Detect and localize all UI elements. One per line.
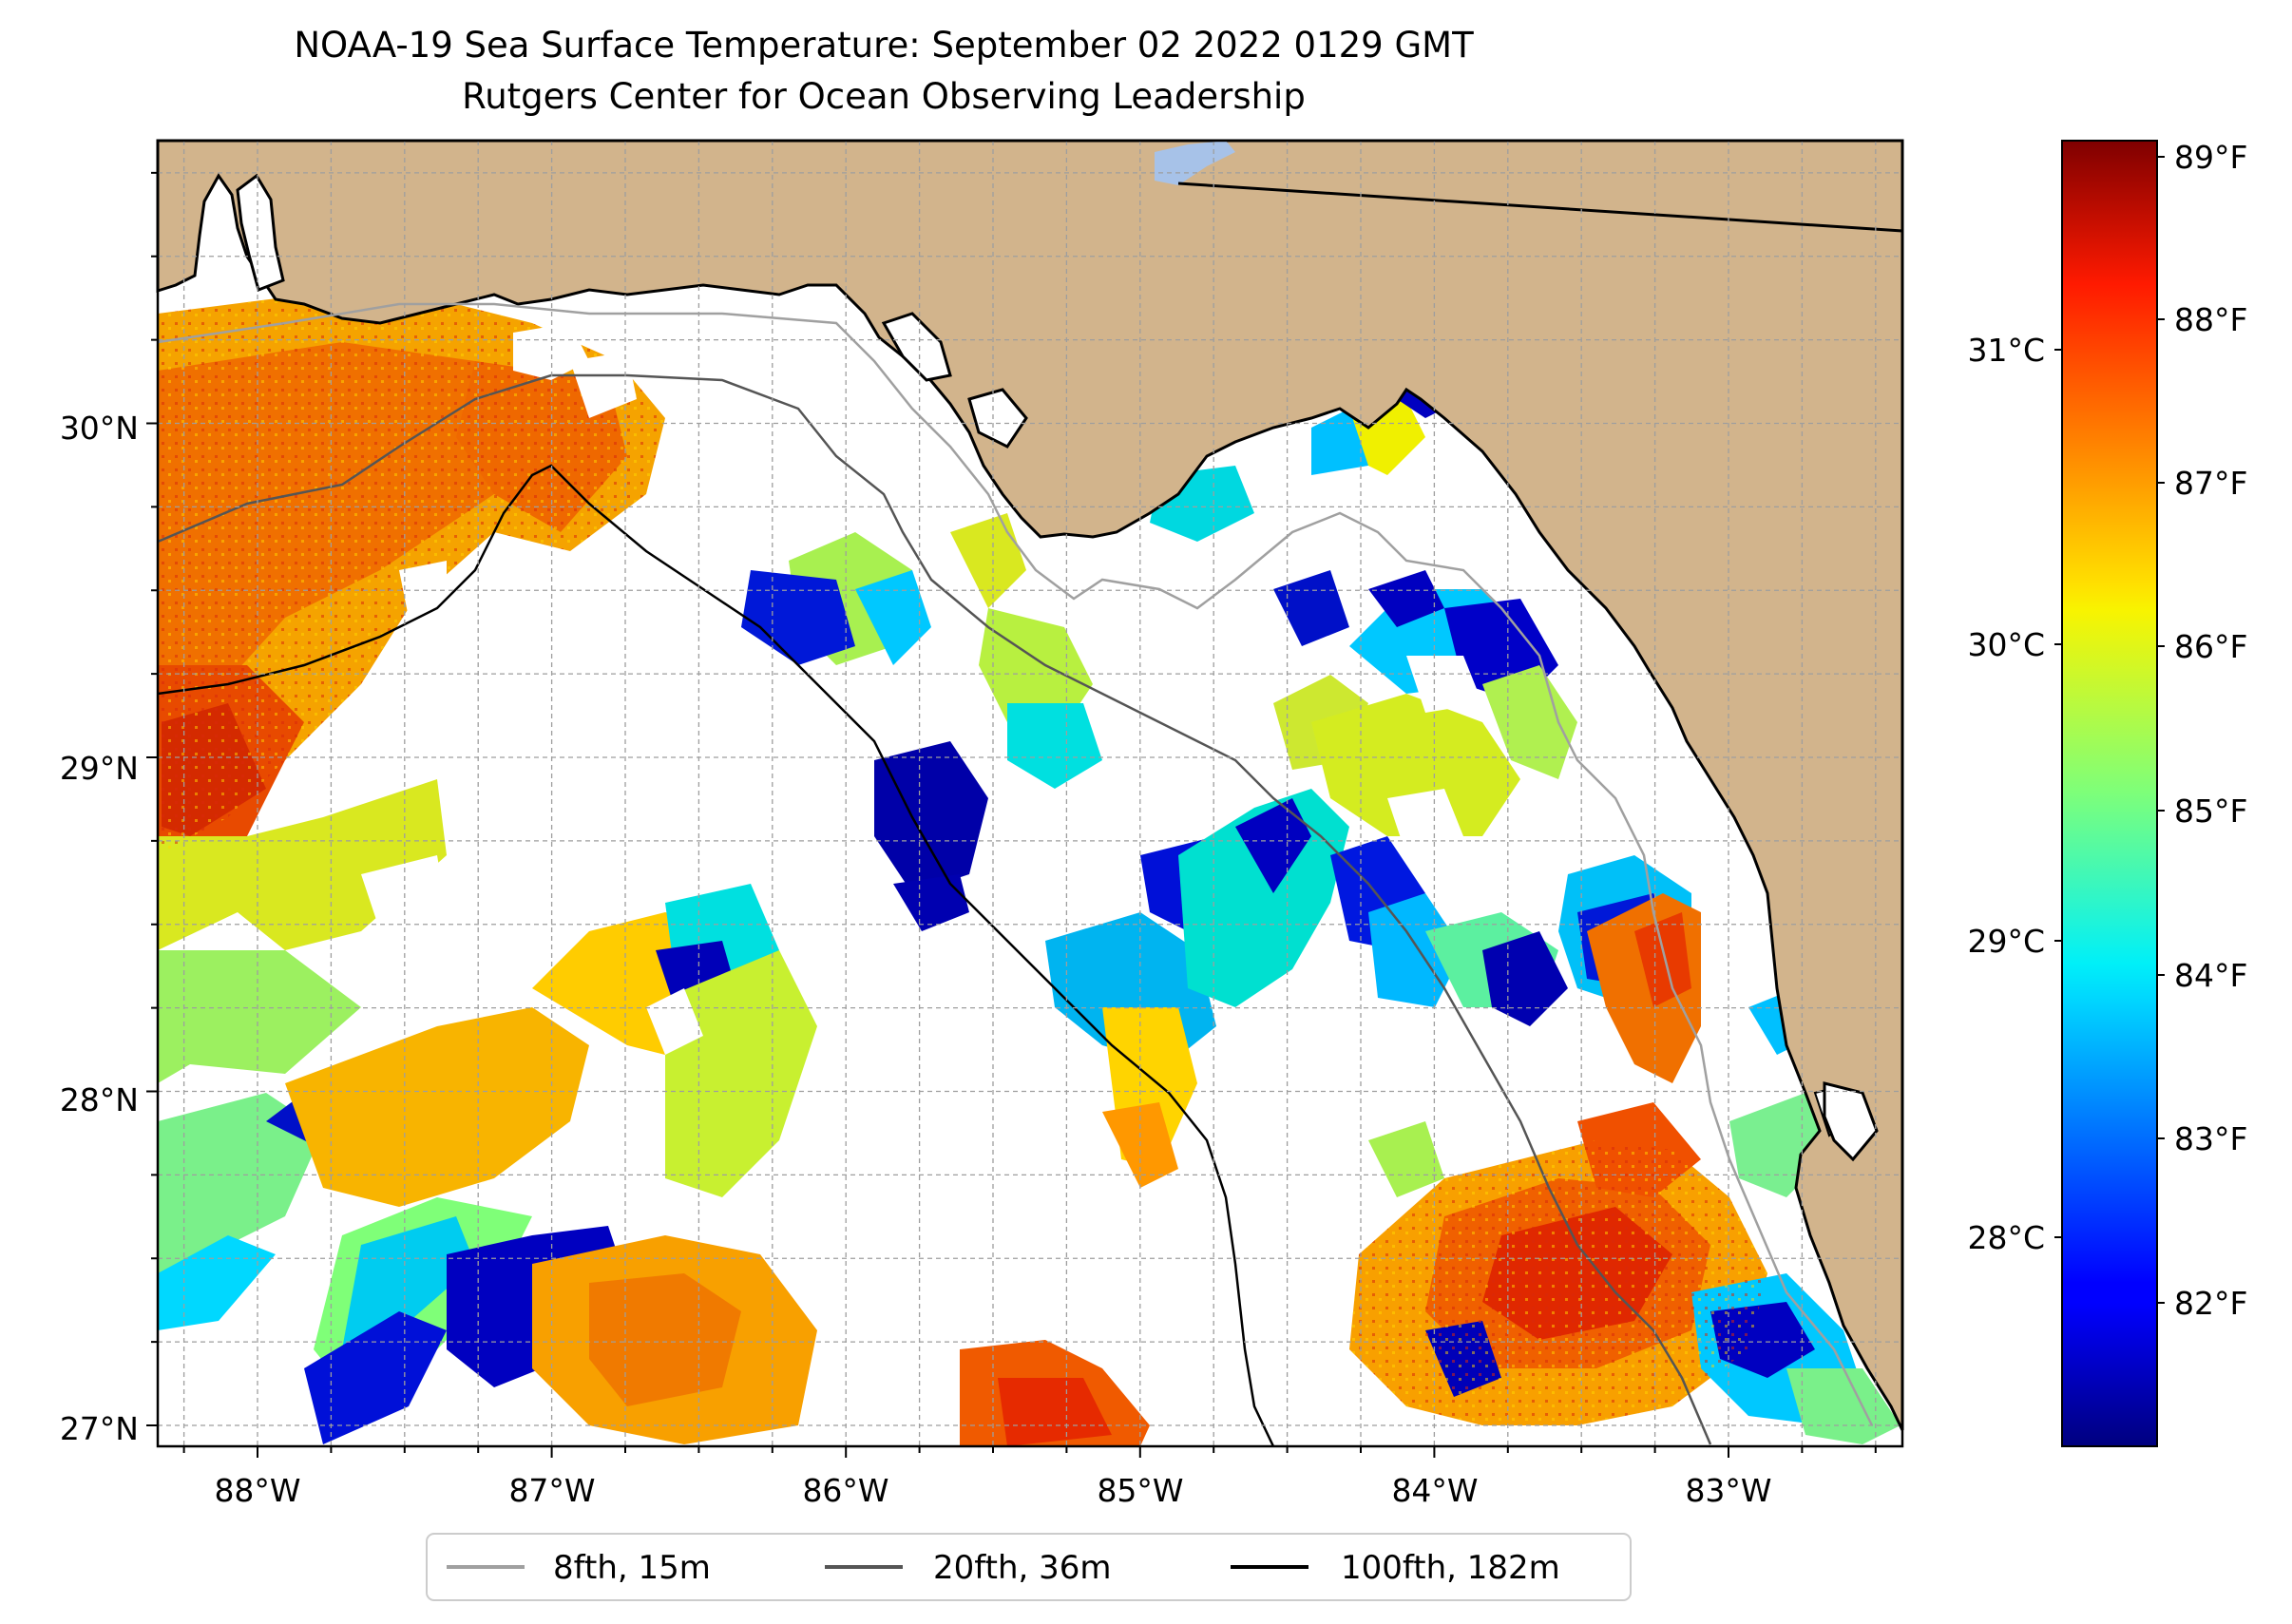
legend-label: 20fth, 36m <box>933 1549 1112 1587</box>
gridlines <box>158 141 1902 1446</box>
lon-label: 86°W <box>802 1472 888 1509</box>
isobath-20fth <box>158 373 1712 1445</box>
lake <box>1155 141 1235 185</box>
lat-label: 28°N <box>60 1081 139 1118</box>
map-frame <box>156 139 1904 1448</box>
colorbar: 31°C 30°C 29°C 28°C 89°F 88°F 87°F 86°F … <box>1967 139 2247 1447</box>
lon-label: 88°W <box>214 1472 300 1509</box>
fahrenheit-label: 84°F <box>2174 957 2247 994</box>
legend-label: 8fth, 15m <box>553 1549 711 1587</box>
isobath-100fth <box>158 464 1275 1446</box>
celsius-label: 31°C <box>1967 332 2045 369</box>
title-line-1: NOAA-19 Sea Surface Temperature: Septemb… <box>294 25 1474 66</box>
lat-label: 30°N <box>60 410 139 447</box>
celsius-label: 30°C <box>1967 626 2045 663</box>
title-line-2: Rutgers Center for Ocean Observing Leade… <box>462 76 1306 117</box>
celsius-label: 29°C <box>1967 923 2045 960</box>
fahrenheit-label: 85°F <box>2174 793 2247 830</box>
fahrenheit-label: 88°F <box>2174 301 2247 338</box>
fahrenheit-label: 89°F <box>2174 139 2247 176</box>
latitude-labels: 30°N 29°N 28°N 27°N <box>60 410 139 1447</box>
state-border <box>1177 182 1903 233</box>
lon-label: 85°W <box>1097 1472 1183 1509</box>
lat-label: 27°N <box>60 1410 139 1447</box>
lon-label: 87°W <box>508 1472 595 1509</box>
isobath-8fth <box>158 302 1874 1426</box>
axis-ticks <box>146 171 1877 1458</box>
legend-box <box>426 1533 1632 1601</box>
isobaths <box>158 302 1874 1446</box>
legend: 8fth, 15m 20fth, 36m 100fth, 182m <box>426 1533 1632 1601</box>
lon-label: 84°W <box>1391 1472 1478 1509</box>
colorbar-gradient <box>2061 140 2158 1447</box>
fahrenheit-label: 82°F <box>2174 1285 2247 1322</box>
fahrenheit-label: 83°F <box>2174 1120 2247 1157</box>
fahrenheit-label: 87°F <box>2174 465 2247 502</box>
celsius-label: 28°C <box>1967 1219 2045 1256</box>
lon-label: 83°W <box>1685 1472 1771 1509</box>
fahrenheit-label: 86°F <box>2174 628 2247 665</box>
lat-label: 29°N <box>60 750 139 787</box>
legend-label: 100fth, 182m <box>1341 1549 1560 1587</box>
sst-layer <box>158 285 1900 1446</box>
longitude-labels: 88°W 87°W 86°W 85°W 84°W 83°W <box>214 1472 1771 1509</box>
